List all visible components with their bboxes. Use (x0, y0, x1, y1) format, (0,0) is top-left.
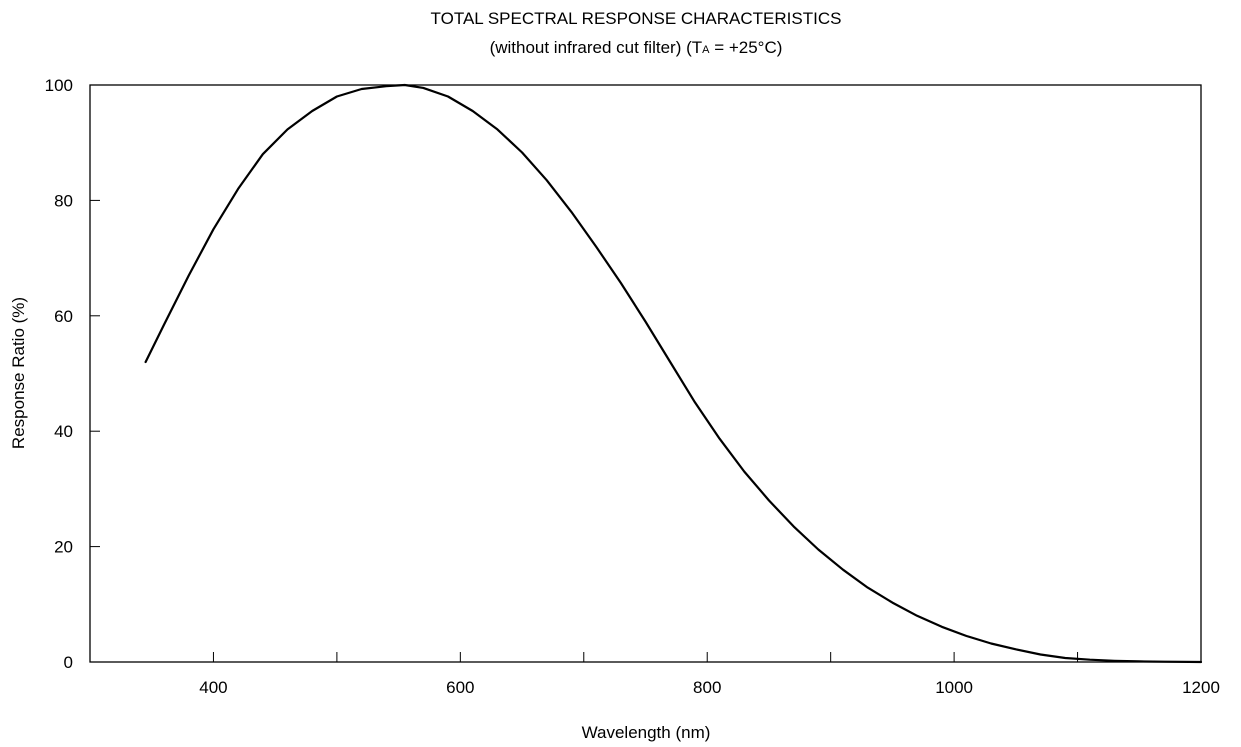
plot-area-frame (89, 84, 1202, 663)
chart-subtitle-prefix: (without infrared cut filter) (T (490, 38, 703, 57)
chart-subtitle: (without infrared cut filter) (TA = +25°… (490, 38, 783, 57)
series-line (144, 83, 1203, 664)
y-tick-label: 60 (54, 307, 73, 326)
y-tick-label: 0 (64, 653, 73, 672)
x-axis-ticks: 400 600 800 1000 1200 (199, 652, 1220, 697)
y-tick-label: 80 (54, 191, 73, 210)
x-tick-label: 1200 (1182, 678, 1220, 697)
y-tick-label: 40 (54, 422, 73, 441)
chart-subtitle-subscript: A (702, 44, 710, 56)
x-tick-label: 600 (446, 678, 474, 697)
x-tick-label: 1000 (935, 678, 973, 697)
x-axis-label: Wavelength (nm) (582, 723, 711, 742)
y-tick-label: 20 (54, 538, 73, 557)
y-axis-label: Response Ratio (%) (9, 297, 28, 449)
chart-subtitle-suffix: = +25°C) (709, 38, 782, 57)
y-axis-ticks: 0 20 40 60 80 100 (45, 76, 100, 672)
chart-title: TOTAL SPECTRAL RESPONSE CHARACTERISTICS (431, 9, 842, 28)
x-tick-label: 400 (199, 678, 227, 697)
x-tick-label: 800 (693, 678, 721, 697)
series-layer (144, 83, 1203, 664)
y-tick-label: 100 (45, 76, 73, 95)
